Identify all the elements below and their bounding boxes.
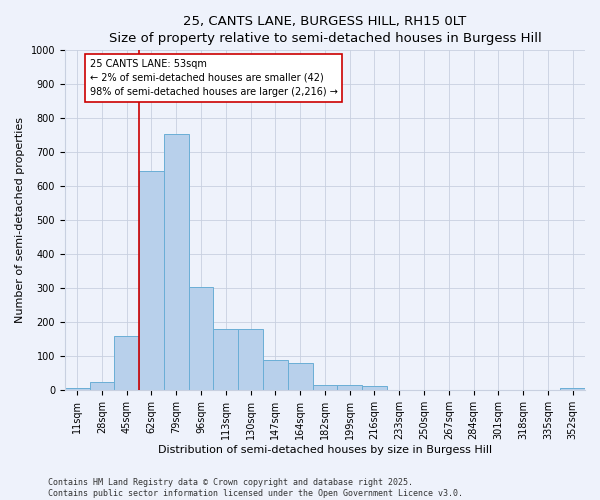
Bar: [238, 329, 263, 390]
Bar: [337, 385, 362, 390]
Bar: [288, 363, 313, 390]
Bar: [214, 329, 238, 390]
Bar: [89, 382, 115, 390]
Text: Contains HM Land Registry data © Crown copyright and database right 2025.
Contai: Contains HM Land Registry data © Crown c…: [48, 478, 463, 498]
Bar: [115, 336, 139, 390]
Bar: [362, 386, 387, 390]
Y-axis label: Number of semi-detached properties: Number of semi-detached properties: [15, 118, 25, 324]
Title: 25, CANTS LANE, BURGESS HILL, RH15 0LT
Size of property relative to semi-detache: 25, CANTS LANE, BURGESS HILL, RH15 0LT S…: [109, 15, 541, 45]
Bar: [313, 385, 337, 390]
Bar: [139, 171, 164, 390]
Bar: [263, 360, 288, 390]
Bar: [560, 388, 585, 390]
Bar: [65, 388, 89, 390]
Bar: [188, 286, 214, 391]
Bar: [164, 134, 188, 390]
X-axis label: Distribution of semi-detached houses by size in Burgess Hill: Distribution of semi-detached houses by …: [158, 445, 492, 455]
Text: 25 CANTS LANE: 53sqm
← 2% of semi-detached houses are smaller (42)
98% of semi-d: 25 CANTS LANE: 53sqm ← 2% of semi-detach…: [89, 59, 337, 97]
